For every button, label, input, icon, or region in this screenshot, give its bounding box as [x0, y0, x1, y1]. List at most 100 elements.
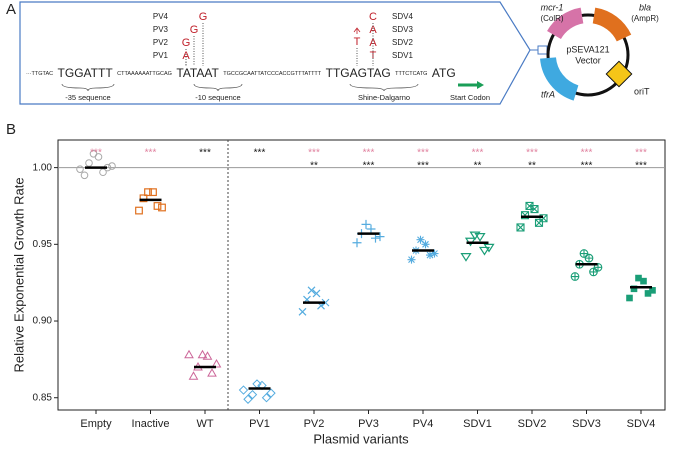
point [530, 204, 539, 214]
point [202, 351, 213, 360]
significance: *** [417, 148, 429, 159]
gene-bla [592, 7, 632, 42]
brace [61, 83, 115, 92]
point [149, 188, 157, 197]
region-label: Start Codon [450, 93, 490, 102]
y-tick-label: 0.90 [33, 316, 53, 327]
variant-base: A [369, 24, 377, 36]
point [321, 298, 330, 307]
point [158, 203, 166, 212]
significance: *** [635, 148, 647, 159]
region-label: Shine-Dalgarno [358, 93, 410, 102]
arrow [353, 27, 361, 34]
point [361, 219, 371, 229]
x-tick-label: PV3 [358, 418, 379, 430]
significance: *** [581, 161, 593, 172]
point [366, 224, 376, 234]
seq: TTGAGTAG [326, 66, 391, 80]
x-tick-label: SDV3 [572, 418, 601, 430]
orit [605, 60, 633, 88]
y-tick-label: 0.85 [33, 392, 53, 403]
point [430, 249, 439, 258]
point [579, 249, 589, 258]
plot-frame [57, 139, 666, 411]
pv-variants: PV4 G PV3 G PV2 G PV1 A [153, 11, 207, 66]
sdv-variants: CSDV4ASDV3ASDV2TSDV1 [369, 11, 413, 66]
region-label: -35 sequence [65, 93, 110, 102]
gene-mcr1 [547, 7, 584, 40]
x-tick-label: WT [196, 418, 213, 430]
variant-name: SDV2 [392, 38, 413, 47]
y-tick-label: 1.00 [33, 162, 53, 173]
significance: *** [199, 148, 211, 159]
x-tick-label: Inactive [132, 418, 170, 430]
panel-label: B [6, 121, 16, 138]
point [247, 389, 258, 400]
point [144, 188, 152, 197]
point [630, 285, 638, 293]
point [298, 307, 307, 316]
point [207, 368, 217, 377]
seq: CTTAAAAAATTGCAG [117, 71, 172, 77]
seq: TATAAT [176, 66, 219, 80]
start-arrow-head [477, 81, 484, 89]
significance: *** [526, 148, 538, 159]
point [211, 358, 222, 368]
significance: ** [474, 161, 482, 172]
variant-name: PV4 [153, 12, 169, 21]
x-tick-label: SDV4 [627, 418, 656, 430]
significance: *** [635, 161, 647, 172]
point [184, 349, 194, 359]
point [375, 232, 385, 242]
gene-label: oriT [634, 86, 650, 96]
insert-box [537, 45, 548, 55]
extra-base: T [354, 36, 361, 48]
panel-box [19, 1, 531, 105]
point [312, 289, 321, 298]
significance: *** [308, 148, 320, 159]
y-axis-label: Relative Exponential Growth Rate [11, 177, 26, 372]
point [76, 165, 84, 173]
point [525, 201, 534, 211]
point [135, 206, 143, 215]
seq: ···TTGTAC [26, 71, 53, 77]
seq: TGCCGCAATTATCCCACCGTTTATTTT [223, 71, 322, 77]
significance: *** [145, 148, 157, 159]
brace [193, 83, 243, 92]
point [94, 153, 103, 161]
point [153, 202, 162, 210]
gene-label: (AmpR) [631, 14, 659, 23]
point [197, 349, 208, 359]
seq: TGGATTT [58, 66, 114, 80]
x-tick-label: PV1 [249, 418, 270, 430]
point [483, 243, 495, 253]
point [570, 272, 580, 281]
significance: *** [363, 148, 375, 159]
variant-base: A [369, 37, 377, 49]
point [416, 235, 425, 244]
x-tick-label: PV2 [304, 418, 325, 430]
panel-label: A [6, 1, 16, 18]
gene-label: tfrA [541, 89, 555, 99]
significance: ** [528, 161, 536, 172]
variant-name: PV3 [153, 25, 169, 34]
point [478, 246, 491, 256]
point [139, 194, 148, 203]
variant-base: G [190, 24, 199, 36]
point [307, 286, 316, 295]
x-tick-label: Empty [80, 418, 112, 430]
point [371, 233, 380, 243]
sequence: ···TTGTAC TGGATTT CTTAAAAAATTGCAG TATAAT… [26, 65, 456, 82]
significance: *** [363, 161, 375, 172]
variant-base: C [369, 11, 377, 23]
significance: *** [90, 148, 102, 159]
point [238, 385, 249, 395]
significance: *** [254, 148, 266, 159]
seq: TTTCTCATG [395, 71, 427, 77]
point [649, 287, 656, 294]
point [640, 277, 647, 285]
variant-name: SDV4 [392, 12, 413, 21]
point [421, 240, 430, 249]
gene-label: bla [639, 2, 651, 12]
variant-name: SDV1 [392, 51, 413, 60]
